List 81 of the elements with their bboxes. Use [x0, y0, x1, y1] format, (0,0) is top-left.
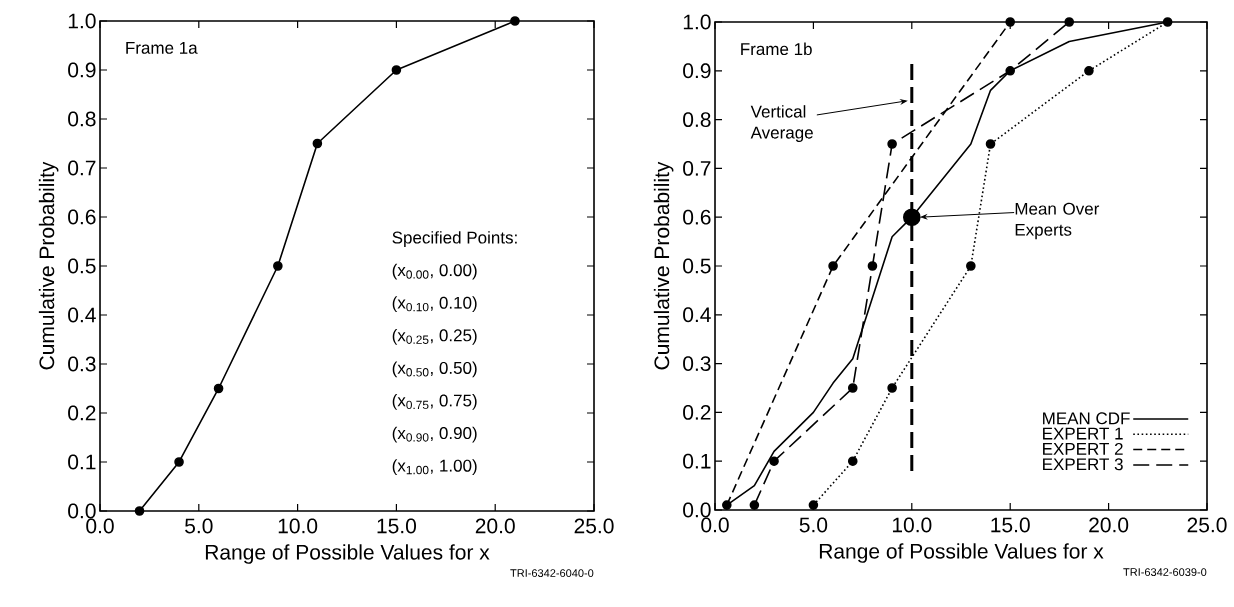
point — [887, 139, 897, 149]
point — [1162, 17, 1173, 27]
text: TRI-6342-6040-0 — [510, 569, 594, 577]
annotation: Specified Points: — [392, 231, 517, 247]
annotation: (x$_{0.50}$, 0.50) — [392, 361, 477, 378]
point — [847, 383, 858, 393]
annotation: Frame 1b — [741, 42, 812, 56]
point — [966, 261, 976, 271]
point — [312, 138, 323, 149]
legend-label: EXPERT 3 — [1043, 458, 1123, 471]
x-tick-label: 0.0 — [86, 518, 114, 534]
y-tick-label: 0.8 — [683, 112, 711, 128]
y-tick-label: 0.1 — [683, 453, 711, 469]
x-axis-title: Range of Possible Values for x — [819, 543, 1104, 563]
y-tick-label: 0.1 — [68, 454, 96, 470]
point — [213, 383, 224, 394]
legend-label: EXPERT 2 — [1043, 442, 1123, 455]
y-tick-label: 0.2 — [683, 404, 711, 420]
y-axis-title: Cumulative Probability — [38, 161, 59, 370]
point — [1084, 65, 1094, 76]
x-tick-label: 10.0 — [278, 518, 318, 534]
point — [903, 208, 921, 226]
y-tick-label: 0.6 — [68, 209, 96, 225]
x-tick-label: 0.0 — [701, 517, 729, 533]
x-tick-label: 15.0 — [377, 518, 417, 534]
y-tick-label: 0.2 — [68, 405, 96, 421]
x-tick-label: 10.0 — [892, 517, 932, 533]
point — [828, 261, 838, 271]
point — [1005, 17, 1015, 27]
y-tick-label: 0.0 — [683, 502, 711, 518]
y-tick-label: 0.4 — [68, 307, 96, 323]
point — [867, 261, 878, 271]
annotation: (x$_{0.90}$, 0.90) — [392, 426, 477, 443]
x-tick-label: 20.0 — [1089, 517, 1129, 533]
ref-line-label: Vertical Average — [750, 105, 813, 142]
y-tick-label: 0.8 — [68, 111, 96, 127]
y-tick-label: 0.5 — [68, 258, 96, 274]
x-tick-label: 5.0 — [185, 518, 213, 534]
annotation: Frame 1a — [126, 42, 198, 54]
legend-label: MEAN CDF — [1043, 412, 1130, 425]
x-tick-label: 15.0 — [991, 517, 1030, 533]
annotation: (x$_{0.75}$, 0.75) — [392, 394, 477, 410]
y-tick-label: 0.7 — [683, 160, 711, 176]
point — [749, 500, 760, 510]
y-tick-label: 0.5 — [683, 258, 711, 274]
annotation: (x$_{1.00}$, 1.00) — [392, 459, 477, 476]
y-tick-label: 0.4 — [683, 307, 711, 323]
point — [887, 383, 897, 393]
x-tick-label: 25.0 — [1187, 517, 1227, 533]
point — [847, 456, 858, 466]
y-tick-label: 1.0 — [683, 14, 711, 30]
annotation: (x$_{0.00}$, 0.00) — [392, 263, 477, 280]
y-axis-title: Cumulative Probability — [653, 161, 674, 370]
point — [174, 457, 184, 467]
point — [1064, 17, 1075, 27]
y-tick-label: 0.3 — [68, 356, 96, 372]
annotation: Mean Over Experts — [1015, 202, 1100, 240]
x-tick-label: 20.0 — [475, 518, 515, 534]
point — [722, 500, 732, 510]
y-tick-label: 0.3 — [683, 356, 711, 372]
point — [985, 139, 996, 149]
annotation: (x$_{0.25}$, 0.25) — [392, 328, 477, 345]
y-tick-label: 0.9 — [68, 62, 96, 78]
legend-label: EXPERT 1 — [1043, 427, 1123, 440]
point — [273, 261, 283, 271]
y-tick-label: 0.6 — [683, 209, 711, 225]
point — [769, 456, 779, 466]
x-tick-label: 5.0 — [799, 517, 828, 533]
text: TRI-6342-6039-0 — [1123, 568, 1207, 576]
y-tick-label: 1.0 — [68, 13, 96, 29]
y-tick-label: 0.0 — [68, 503, 96, 519]
point — [134, 506, 145, 516]
point — [1005, 65, 1015, 76]
x-axis-title: Range of Possible Values for x — [205, 544, 490, 564]
x-tick-label: 25.0 — [574, 518, 614, 534]
point — [808, 500, 819, 510]
y-tick-label: 0.7 — [68, 160, 96, 176]
point — [391, 65, 402, 75]
annotation: (x$_{0.10}$, 0.10) — [392, 296, 477, 313]
point — [510, 16, 520, 26]
y-tick-label: 0.9 — [683, 63, 711, 79]
